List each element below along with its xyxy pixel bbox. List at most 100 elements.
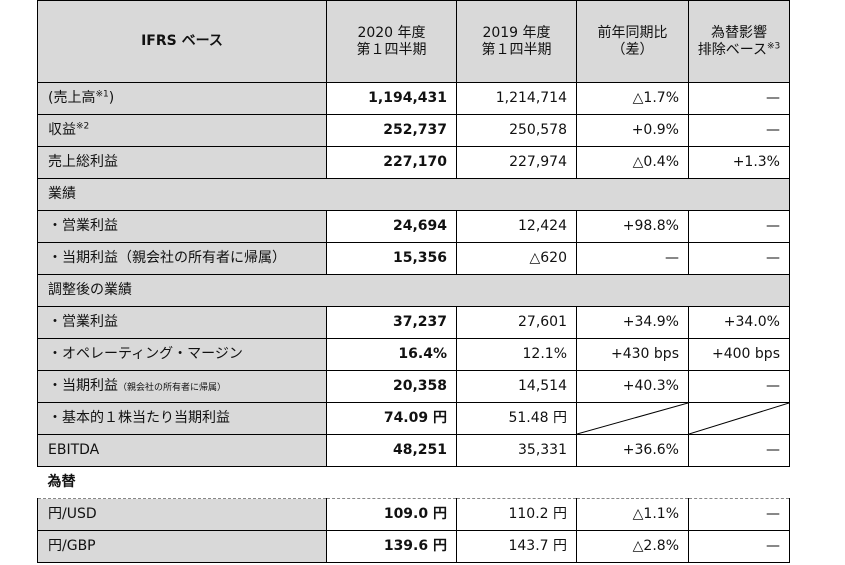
table-row: ・営業利益 37,237 27,601 +34.9% +34.0% [37, 306, 790, 339]
header-current-quarter: 第１四半期 [356, 41, 427, 58]
header-yoy-line1: 前年同期比 [597, 25, 668, 42]
row-label: ・当期利益（親会社の所有者に帰属） [37, 370, 327, 403]
header-current-year: 2020 年度 [357, 25, 426, 42]
note-mark: ※2 [76, 121, 90, 132]
table-row: ・当期利益（親会社の所有者に帰属） 20,358 14,514 +40.3% — [37, 370, 790, 403]
yoy-change: +40.3% [576, 370, 689, 403]
row-label: ・営業利益 [37, 210, 327, 243]
yoy-change: △1.7% [576, 82, 689, 115]
row-label: 収益※2 [37, 114, 327, 147]
row-label: ・オペレーティング・マージン [37, 338, 327, 371]
section-row: 調整後の業績 [37, 274, 790, 307]
yoy-change: +34.9% [576, 306, 689, 339]
header-prior-quarter: 第１四半期 [481, 41, 552, 58]
table-row: 円/USD 109.0 円 110.2 円 △1.1% — [37, 498, 790, 531]
fx-adjusted-change: — [688, 114, 790, 147]
current-value: 252,737 [326, 114, 457, 147]
prior-value: 12,424 [456, 210, 577, 243]
prior-value: 35,331 [456, 434, 577, 467]
row-label: ・基本的１株当たり当期利益 [37, 402, 327, 435]
row-label: ・営業利益 [37, 306, 327, 339]
prior-value: 27,601 [456, 306, 577, 339]
fx-adjusted-change: — [688, 530, 790, 563]
row-label: EBITDA [37, 434, 327, 467]
current-value: 74.09 円 [326, 402, 457, 435]
prior-value: 12.1% [456, 338, 577, 371]
current-value: 109.0 円 [326, 498, 457, 531]
yoy-change: +0.9% [576, 114, 689, 147]
prior-value: 250,578 [456, 114, 577, 147]
header-fx-excluded: 為替影響 排除ベース※3 [688, 0, 790, 83]
fx-adjusted-change: — [688, 434, 790, 467]
diagonal-slash [577, 403, 688, 434]
fx-adjusted-change: +1.3% [688, 146, 790, 179]
header-current-period: 2020 年度 第１四半期 [326, 0, 457, 83]
current-value: 139.6 円 [326, 530, 457, 563]
section-heading: 調整後の業績 [37, 274, 790, 307]
table-row: ・基本的１株当たり当期利益 74.09 円 51.48 円 [37, 402, 790, 435]
prior-value: 143.7 円 [456, 530, 577, 563]
row-label: 円/GBP [37, 530, 327, 563]
table-row: EBITDA 48,251 35,331 +36.6% — [37, 434, 790, 467]
yoy-change: △1.1% [576, 498, 689, 531]
header-prior-year: 2019 年度 [482, 25, 551, 42]
yoy-change: +430 bps [576, 338, 689, 371]
header-fx-note-mark: ※3 [767, 40, 781, 51]
section-heading: 業績 [37, 178, 790, 211]
header-yoy: 前年同期比 （差） [576, 0, 689, 83]
table-row: 円/GBP 139.6 円 143.7 円 △2.8% — [37, 530, 790, 563]
not-applicable-cell [576, 402, 689, 435]
current-value: 37,237 [326, 306, 457, 339]
current-value: 24,694 [326, 210, 457, 243]
yoy-change: — [576, 242, 689, 275]
note-mark: ※1 [95, 89, 109, 100]
financial-summary-table: IFRS ベース 2020 年度 第１四半期 2019 年度 第１四半期 前年同… [37, 0, 790, 563]
table-row: 収益※2 252,737 250,578 +0.9% — [37, 114, 790, 147]
current-value: 20,358 [326, 370, 457, 403]
prior-value: △620 [456, 242, 577, 275]
section-row: 為替 [37, 466, 790, 499]
fx-adjusted-change: — [688, 242, 790, 275]
prior-value: 227,974 [456, 146, 577, 179]
row-label: 売上総利益 [37, 146, 327, 179]
prior-value: 110.2 円 [456, 498, 577, 531]
yoy-change: +98.8% [576, 210, 689, 243]
fx-adjusted-change: — [688, 82, 790, 115]
diagonal-slash [689, 403, 789, 434]
table-row: 売上総利益 227,170 227,974 △0.4% +1.3% [37, 146, 790, 179]
row-label: (売上高※1) [37, 82, 327, 115]
header-fx-line2-text: 排除ベース [697, 41, 768, 58]
fx-adjusted-change: +400 bps [688, 338, 790, 371]
prior-value: 1,214,714 [456, 82, 577, 115]
header-row: IFRS ベース 2020 年度 第１四半期 2019 年度 第１四半期 前年同… [37, 0, 790, 83]
section-heading: 為替 [37, 466, 790, 499]
header-fx-line1: 為替影響 [711, 25, 767, 42]
yoy-change: △0.4% [576, 146, 689, 179]
table-row: ・オペレーティング・マージン 16.4% 12.1% +430 bps +400… [37, 338, 790, 371]
prior-value: 51.48 円 [456, 402, 577, 435]
header-basis: IFRS ベース [37, 0, 327, 83]
row-label: ・当期利益（親会社の所有者に帰属） [37, 242, 327, 275]
not-applicable-cell [688, 402, 790, 435]
header-prior-period: 2019 年度 第１四半期 [456, 0, 577, 83]
row-label-note: （親会社の所有者に帰属） [118, 383, 227, 394]
yoy-change: +36.6% [576, 434, 689, 467]
yoy-change: △2.8% [576, 530, 689, 563]
header-fx-line2: 排除ベース※3 [690, 40, 789, 58]
fx-adjusted-change: — [688, 498, 790, 531]
table-row: ・当期利益（親会社の所有者に帰属） 15,356 △620 — — [37, 242, 790, 275]
current-value: 227,170 [326, 146, 457, 179]
header-yoy-line2: （差） [611, 41, 654, 58]
current-value: 15,356 [326, 242, 457, 275]
fx-adjusted-change: — [688, 210, 790, 243]
table-row: ・営業利益 24,694 12,424 +98.8% — [37, 210, 790, 243]
current-value: 1,194,431 [326, 82, 457, 115]
prior-value: 14,514 [456, 370, 577, 403]
table-row: (売上高※1) 1,194,431 1,214,714 △1.7% — [37, 82, 790, 115]
fx-adjusted-change: — [688, 370, 790, 403]
current-value: 48,251 [326, 434, 457, 467]
section-row: 業績 [37, 178, 790, 211]
current-value: 16.4% [326, 338, 457, 371]
row-label: 円/USD [37, 498, 327, 531]
fx-adjusted-change: +34.0% [688, 306, 790, 339]
